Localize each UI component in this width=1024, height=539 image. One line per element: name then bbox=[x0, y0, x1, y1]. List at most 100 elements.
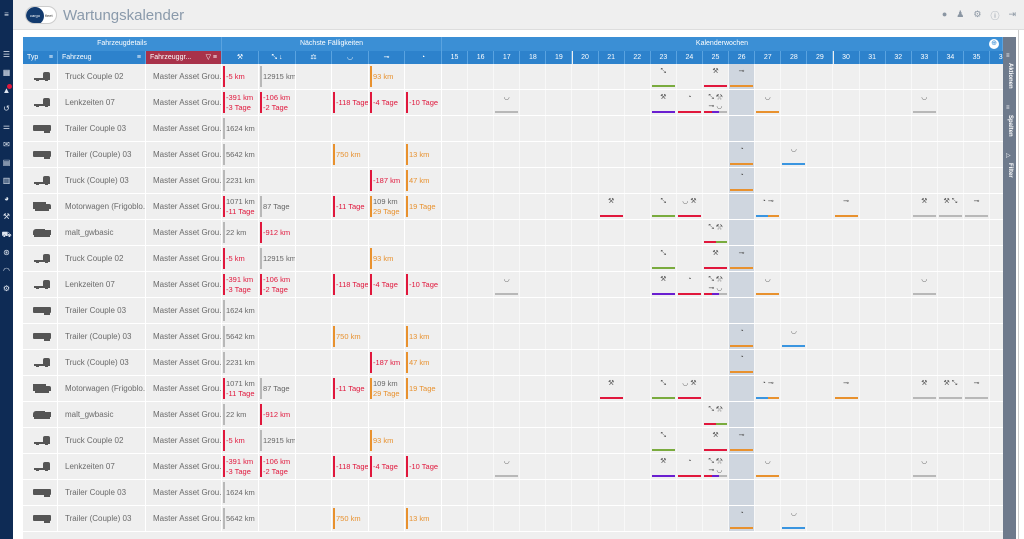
table-row[interactable]: Lenkzeiten 07 Master Asset Grou... -391 km… bbox=[23, 454, 1003, 480]
week-header[interactable]: 25 bbox=[703, 51, 730, 64]
vehicle-name[interactable]: Truck Couple 02 bbox=[58, 246, 146, 271]
table-row[interactable]: Trailer Couple 03 Master Asset Grou... 162… bbox=[23, 116, 1003, 142]
column-header-wrench[interactable]: ⚒ bbox=[222, 51, 259, 64]
week-cell[interactable] bbox=[651, 324, 677, 349]
maintenance-event[interactable]: ⚒ ⤡ bbox=[939, 379, 962, 388]
table-row[interactable]: malt_gwbasic Master Asset Grou... 22 km -91… bbox=[23, 220, 1003, 246]
week-cell[interactable] bbox=[442, 428, 468, 453]
week-cell[interactable] bbox=[442, 220, 468, 245]
week-cell[interactable] bbox=[625, 64, 651, 89]
week-cell[interactable] bbox=[546, 64, 573, 89]
week-header[interactable]: 33 bbox=[911, 51, 938, 64]
week-cell[interactable] bbox=[912, 168, 938, 193]
columns-tab[interactable]: Spalten bbox=[1007, 115, 1013, 137]
mail-icon[interactable]: ✉ bbox=[3, 140, 10, 149]
table-row[interactable]: Truck (Couple) 03 Master Asset Grou... 223… bbox=[23, 350, 1003, 376]
week-cell[interactable] bbox=[520, 142, 547, 167]
week-cell[interactable] bbox=[860, 246, 886, 271]
column-menu-icon[interactable]: ≡ bbox=[48, 54, 53, 61]
week-cell[interactable]: ◡ ⚒ bbox=[677, 194, 703, 219]
week-cell[interactable] bbox=[520, 480, 547, 505]
week-cell[interactable] bbox=[755, 168, 782, 193]
maintenance-event[interactable]: ⊸ bbox=[965, 197, 988, 206]
week-cell[interactable] bbox=[546, 350, 573, 375]
maintenance-event[interactable]: ◡ ⚒ bbox=[678, 197, 701, 206]
week-cell[interactable] bbox=[860, 376, 886, 401]
week-cell[interactable] bbox=[938, 298, 964, 323]
week-cell[interactable] bbox=[625, 116, 651, 141]
week-cell[interactable] bbox=[964, 324, 990, 349]
week-cell[interactable] bbox=[886, 272, 912, 297]
maintenance-event[interactable]: ⚒ bbox=[600, 379, 623, 388]
week-cell[interactable]: ⤡ ⚒ ⊸ ◡ bbox=[703, 454, 729, 479]
week-cell[interactable] bbox=[990, 116, 1003, 141]
maintenance-event[interactable]: ⤡ ⚒ bbox=[704, 223, 727, 232]
week-cell[interactable] bbox=[468, 116, 495, 141]
week-cell[interactable] bbox=[807, 194, 834, 219]
week-cell[interactable] bbox=[546, 116, 573, 141]
week-cell[interactable] bbox=[938, 402, 964, 427]
week-cell[interactable] bbox=[912, 324, 938, 349]
week-cell[interactable] bbox=[599, 168, 625, 193]
week-cell[interactable] bbox=[625, 480, 651, 505]
logout-icon[interactable]: ⇥ bbox=[1008, 9, 1016, 19]
scrollbar[interactable] bbox=[1018, 30, 1019, 539]
maintenance-event[interactable]: ⤡ bbox=[652, 197, 675, 206]
week-cell[interactable] bbox=[755, 350, 782, 375]
week-cell[interactable] bbox=[834, 64, 860, 89]
week-cell[interactable] bbox=[703, 480, 729, 505]
week-cell[interactable] bbox=[520, 506, 547, 531]
maintenance-event[interactable]: ◔ bbox=[678, 457, 701, 466]
maintenance-event[interactable]: ◡ bbox=[756, 275, 779, 284]
maintenance-event[interactable]: ◡ bbox=[756, 457, 779, 466]
week-cell[interactable] bbox=[573, 90, 599, 115]
week-cell[interactable] bbox=[886, 116, 912, 141]
week-cell[interactable] bbox=[468, 220, 495, 245]
maintenance-event[interactable]: ◔ bbox=[678, 93, 701, 102]
vehicle-name[interactable]: malt_gwbasic bbox=[58, 220, 146, 245]
week-cell[interactable] bbox=[990, 506, 1003, 531]
week-header[interactable]: 15 bbox=[442, 51, 469, 64]
week-cell[interactable] bbox=[573, 116, 599, 141]
week-cell[interactable] bbox=[834, 350, 860, 375]
maintenance-event[interactable]: ⊸ bbox=[730, 431, 753, 440]
week-cell[interactable]: ⚒ bbox=[651, 454, 677, 479]
maintenance-event[interactable]: ⚒ bbox=[704, 67, 727, 76]
week-cell[interactable] bbox=[546, 402, 573, 427]
table-row[interactable]: Trailer (Couple) 03 Master Asset Grou... 5… bbox=[23, 324, 1003, 350]
week-cell[interactable] bbox=[886, 142, 912, 167]
week-cell[interactable] bbox=[520, 350, 547, 375]
week-cell[interactable] bbox=[599, 272, 625, 297]
week-cell[interactable] bbox=[755, 64, 782, 89]
week-cell[interactable] bbox=[807, 90, 834, 115]
week-cell[interactable]: ⊸ bbox=[834, 194, 860, 219]
week-cell[interactable] bbox=[860, 168, 886, 193]
week-cell[interactable] bbox=[677, 428, 703, 453]
week-cell[interactable] bbox=[546, 454, 573, 479]
week-cell[interactable] bbox=[651, 480, 677, 505]
column-header-tire[interactable]: ◡ bbox=[332, 51, 369, 64]
week-cell[interactable] bbox=[990, 402, 1003, 427]
week-cell[interactable] bbox=[729, 194, 756, 219]
week-cell[interactable] bbox=[964, 142, 990, 167]
week-cell[interactable] bbox=[912, 480, 938, 505]
week-cell[interactable] bbox=[468, 402, 495, 427]
week-cell[interactable] bbox=[625, 168, 651, 193]
week-cell[interactable] bbox=[625, 90, 651, 115]
week-cell[interactable] bbox=[703, 142, 729, 167]
week-cell[interactable] bbox=[781, 64, 808, 89]
week-cell[interactable]: ⤡ ⚒ bbox=[703, 220, 729, 245]
week-cell[interactable] bbox=[520, 402, 547, 427]
week-cell[interactable]: ◡ bbox=[755, 272, 782, 297]
week-cell[interactable] bbox=[703, 194, 729, 219]
week-cell[interactable] bbox=[494, 428, 521, 453]
week-cell[interactable] bbox=[860, 402, 886, 427]
maintenance-event[interactable]: ⚒ bbox=[652, 457, 675, 466]
week-cell[interactable] bbox=[729, 376, 756, 401]
week-cell[interactable] bbox=[964, 246, 990, 271]
maintenance-event[interactable]: ◡ bbox=[756, 93, 779, 102]
week-cell[interactable]: ⤡ ⚒ ⊸ ◡ bbox=[703, 272, 729, 297]
week-cell[interactable] bbox=[964, 454, 990, 479]
week-cell[interactable] bbox=[938, 116, 964, 141]
week-cell[interactable]: ◔ ⊸ bbox=[755, 194, 782, 219]
